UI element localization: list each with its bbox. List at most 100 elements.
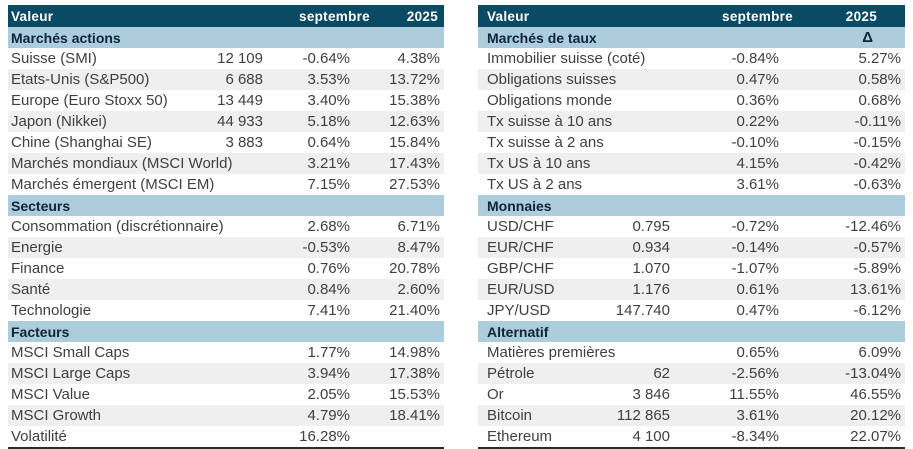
row-label: Energie — [11, 239, 63, 256]
row-year: 8.47% — [397, 239, 440, 256]
label-valeur-cell: Tx US à 2 ans — [478, 176, 670, 193]
row-septembre: 16.28% — [299, 428, 350, 445]
table-row: GBP/CHF 1.070 -1.07% -5.89% — [478, 258, 905, 279]
row-label: Immobilier suisse (coté) — [487, 50, 646, 67]
section-header-row: Facteurs — [8, 321, 444, 342]
table-row: MSCI Large Caps 3.94% 17.38% — [8, 363, 444, 384]
table-row: Bitcoin 112 865 3.61% 20.12% — [478, 405, 905, 426]
row-label: Ethereum — [487, 428, 553, 445]
section-delta-symbol: Δ — [862, 29, 873, 46]
row-septembre: 5.18% — [307, 113, 350, 130]
row-label: Volatilité — [11, 428, 67, 445]
row-year: 5.27% — [858, 50, 901, 67]
table-body: Marchés actions Suisse (SMI) 12 109 -0.6… — [8, 27, 444, 447]
row-valeur: 112 865 — [616, 407, 670, 424]
table-row: Immobilier suisse (coté) -0.84% 5.27% — [478, 48, 905, 69]
row-valeur: 12 109 — [217, 50, 263, 67]
row-septembre: 7.41% — [307, 302, 350, 319]
row-valeur: 0.795 — [632, 218, 670, 235]
row-septembre: 3.40% — [307, 92, 350, 109]
row-label: EUR/USD — [487, 281, 555, 298]
row-septembre: 3.94% — [307, 365, 350, 382]
label-valeur-cell: Consommation (discrétionnaire) — [8, 218, 263, 235]
label-valeur-cell: GBP/CHF 1.070 — [478, 260, 670, 277]
row-septembre: 3.21% — [307, 155, 350, 172]
row-year: 15.38% — [389, 92, 440, 109]
label-valeur-cell: Pétrole 62 — [478, 365, 670, 382]
row-label: JPY/USD — [487, 302, 551, 319]
row-septembre: 0.84% — [307, 281, 350, 298]
row-septembre: 0.61% — [736, 281, 779, 298]
label-valeur-cell: Technologie — [8, 302, 263, 319]
row-label: Marchés mondiaux (MSCI World) — [11, 155, 233, 172]
table-row: Consommation (discrétionnaire) 2.68% 6.7… — [8, 216, 444, 237]
row-year: 13.61% — [850, 281, 901, 298]
row-year: 46.55% — [850, 386, 901, 403]
row-septembre: 11.55% — [729, 386, 779, 403]
row-valeur: 1.070 — [632, 260, 670, 277]
table-row: Volatilité 16.28% — [8, 426, 444, 447]
table-row: EUR/USD 1.176 0.61% 13.61% — [478, 279, 905, 300]
row-label: Tx suisse à 2 ans — [487, 134, 604, 151]
row-septembre: 4.79% — [307, 407, 350, 424]
row-label: Chine (Shanghai SE) — [11, 134, 152, 151]
market-table: Valeur septembre 2025 Marchés de taux Δ … — [478, 5, 905, 449]
row-septembre: -8.34% — [731, 428, 779, 445]
row-valeur: 13 449 — [217, 92, 263, 109]
label-valeur-cell: Obligations suisses — [478, 71, 670, 88]
table-row: Japon (Nikkei) 44 933 5.18% 12.63% — [8, 111, 444, 132]
row-valeur: 4 100 — [632, 428, 670, 445]
row-septembre: -0.53% — [302, 239, 350, 256]
row-septembre: 3.53% — [307, 71, 350, 88]
row-label: Obligations suisses — [487, 71, 617, 88]
row-septembre: 2.05% — [307, 386, 350, 403]
row-septembre: 4.15% — [736, 155, 779, 172]
row-year: -0.11% — [854, 113, 901, 130]
row-year: -13.04% — [845, 365, 901, 382]
table-row: Tx US à 10 ans 4.15% -0.42% — [478, 153, 905, 174]
table-row: Marchés émergent (MSCI EM) 7.15% 27.53% — [8, 174, 444, 195]
table-header-row: Valeur septembre 2025 — [478, 5, 905, 27]
table-row: Matières premières 0.65% 6.09% — [478, 342, 905, 363]
table-row: Obligations monde 0.36% 0.68% — [478, 90, 905, 111]
label-valeur-cell: Tx suisse à 2 ans — [478, 134, 670, 151]
table-row: MSCI Value 2.05% 15.53% — [8, 384, 444, 405]
valeur-column-header: Valeur — [11, 8, 54, 24]
row-year: 13.72% — [389, 71, 440, 88]
row-year: 18.41% — [389, 407, 440, 424]
row-label: Bitcoin — [487, 407, 533, 424]
row-valeur: 1.176 — [632, 281, 670, 298]
row-year: -0.63% — [853, 176, 901, 193]
row-year: -12.46% — [845, 218, 901, 235]
market-table: Valeur septembre 2025 Marchés actions Su… — [8, 5, 444, 449]
row-valeur: 62 — [653, 365, 670, 382]
label-valeur-cell: Tx suisse à 10 ans — [478, 113, 670, 130]
label-valeur-cell: EUR/CHF 0.934 — [478, 239, 670, 256]
table-row: MSCI Growth 4.79% 18.41% — [8, 405, 444, 426]
row-year: 6.09% — [858, 344, 901, 361]
table-row: Obligations suisses 0.47% 0.58% — [478, 69, 905, 90]
label-valeur-cell: MSCI Small Caps — [8, 344, 263, 361]
row-year: -6.12% — [853, 302, 901, 319]
table-row: Chine (Shanghai SE) 3 883 0.64% 15.84% — [8, 132, 444, 153]
table-header-row: Valeur septembre 2025 — [8, 5, 444, 27]
label-valeur-cell: USD/CHF 0.795 — [478, 218, 670, 235]
label-valeur-cell: Or 3 846 — [478, 386, 670, 403]
table-row: Technologie 7.41% 21.40% — [8, 300, 444, 321]
row-year: 14.98% — [389, 344, 440, 361]
row-year: 0.68% — [858, 92, 901, 109]
table-row: Energie -0.53% 8.47% — [8, 237, 444, 258]
row-year: 15.53% — [389, 386, 440, 403]
label-valeur-cell: Matières premières — [478, 344, 670, 361]
table-row: Finance 0.76% 20.78% — [8, 258, 444, 279]
table-row: Tx suisse à 2 ans -0.10% -0.15% — [478, 132, 905, 153]
row-year: 20.12% — [850, 407, 901, 424]
label-valeur-cell: Obligations monde — [478, 92, 670, 109]
septembre-column-header: septembre — [722, 8, 793, 24]
row-label: Technologie — [11, 302, 92, 319]
section-title: Marchés de taux — [487, 29, 597, 46]
table-row: Marchés mondiaux (MSCI World) 3.21% 17.4… — [8, 153, 444, 174]
row-label: Tx suisse à 10 ans — [487, 113, 613, 130]
row-label: Or — [487, 386, 504, 403]
septembre-column-header: septembre — [299, 8, 370, 24]
